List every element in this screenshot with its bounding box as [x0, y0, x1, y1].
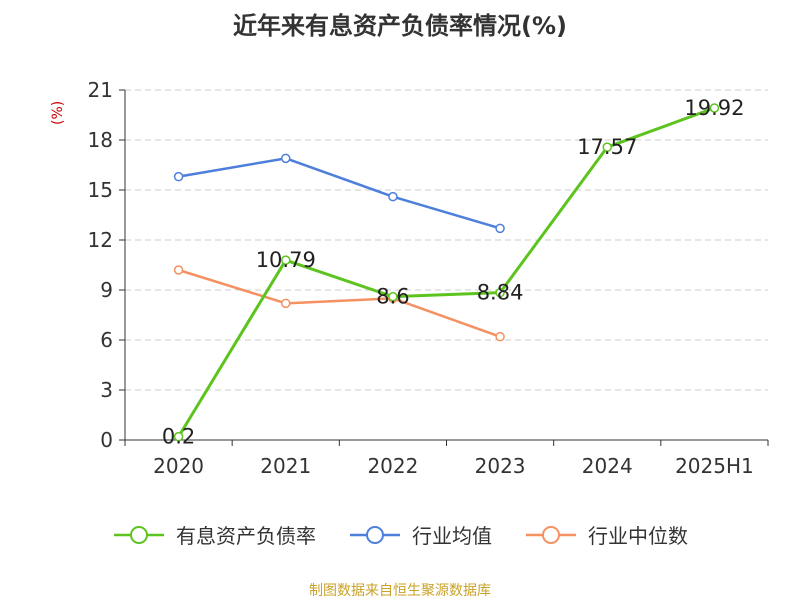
legend-label-average: 行业均值 — [412, 524, 492, 548]
data-label: 10.79 — [256, 248, 316, 272]
data-point — [602, 142, 612, 152]
series-line — [178, 157, 501, 230]
x-tick-label: 2020 — [153, 454, 204, 478]
y-tick-label: 0 — [100, 428, 113, 452]
data-label: 8.84 — [477, 281, 524, 305]
data-point — [173, 265, 184, 275]
data-point — [388, 291, 398, 302]
legend-marker-icon — [114, 525, 164, 544]
y-tick-label: 18 — [88, 128, 113, 152]
data-label: 8.6 — [376, 285, 409, 309]
legend-item-main[interactable]: 有息资产负债率 — [112, 520, 316, 549]
y-tick-label: 3 — [100, 378, 113, 402]
legend-item-median[interactable]: 行业中位数 — [524, 520, 688, 549]
data-point — [709, 103, 720, 113]
legend: 有息资产负债率 行业均值 行业中位数 — [0, 520, 800, 549]
data-label: 0.2 — [162, 425, 195, 449]
x-tick-label: 2023 — [475, 454, 526, 478]
x-tick-label: 2022 — [367, 454, 418, 478]
legend-label-median: 行业中位数 — [588, 524, 688, 548]
y-tick-label: 21 — [88, 78, 113, 102]
chart-title: 近年来有息资产负债率情况(%) — [233, 12, 567, 40]
data-point — [281, 153, 291, 164]
data-point — [281, 255, 291, 265]
y-tick-label: 15 — [88, 178, 113, 202]
data-point — [495, 223, 505, 234]
series-line — [178, 268, 501, 338]
data-point — [281, 298, 291, 309]
data-point — [388, 191, 398, 202]
legend-marker-icon — [526, 525, 576, 544]
legend-label-main: 有息资产负债率 — [176, 524, 316, 548]
legend-item-average[interactable]: 行业均值 — [348, 520, 492, 549]
y-tick-label: 9 — [100, 278, 113, 302]
y-tick-label: 6 — [100, 328, 113, 352]
series-line — [177, 106, 715, 438]
data-point — [173, 171, 184, 182]
data-point — [495, 287, 505, 298]
source-note: 制图数据来自恒生聚源数据库 — [309, 583, 491, 599]
data-point — [173, 431, 184, 442]
data-label: 19.92 — [684, 96, 744, 120]
legend-marker-icon — [350, 525, 400, 544]
x-tick-label: 2025H1 — [675, 454, 754, 478]
data-point — [495, 331, 505, 342]
data-label: 17.57 — [577, 135, 637, 159]
x-tick-label: 2024 — [582, 454, 633, 478]
x-tick-label: 2021 — [260, 454, 311, 478]
y-tick-label: 12 — [88, 228, 113, 252]
